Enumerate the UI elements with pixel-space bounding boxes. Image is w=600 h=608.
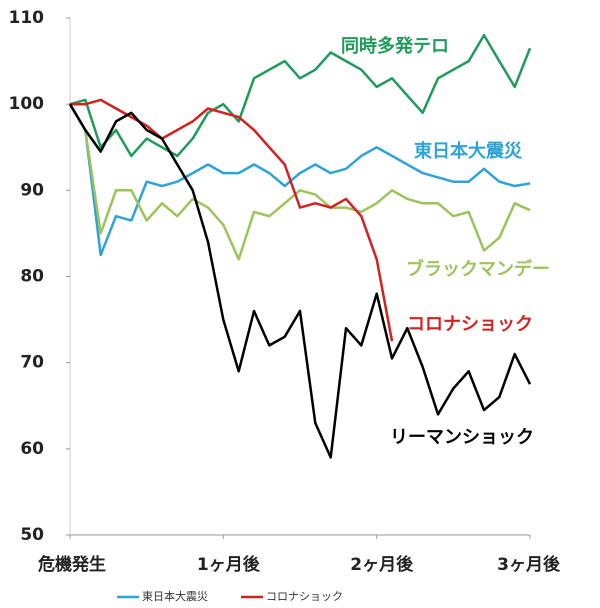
- x-tick-label: 危機発生: [37, 554, 106, 575]
- x-tick-label: 2ヶ月後: [350, 554, 414, 575]
- series-label: リーマンショック: [390, 427, 534, 448]
- series-line: [68, 103, 531, 257]
- series-label: 東日本大震災: [414, 140, 523, 162]
- y-tick-label: 110: [9, 8, 45, 28]
- y-tick-label: 50: [20, 525, 44, 545]
- series-line: [68, 103, 532, 459]
- y-tick-label: 100: [9, 94, 45, 114]
- series-label: コロナショック: [407, 314, 533, 335]
- series-label: 同時多発テロ: [341, 35, 449, 57]
- series-label: ブラックマンデー: [406, 258, 550, 280]
- series-line: [70, 98, 394, 342]
- legend-label: コロナショック: [266, 590, 343, 603]
- series-line: [68, 103, 531, 261]
- y-tick-label: 80: [20, 267, 44, 287]
- y-tick-label: 70: [20, 353, 44, 373]
- y-tick-label: 60: [20, 439, 44, 459]
- x-tick-label: 1ヶ月後: [197, 554, 261, 575]
- series-line: [69, 33, 532, 158]
- y-tick-label: 90: [20, 180, 44, 200]
- x-tick-label: 3ヶ月後: [497, 554, 561, 575]
- legend-label: 東日本大震災: [142, 589, 208, 603]
